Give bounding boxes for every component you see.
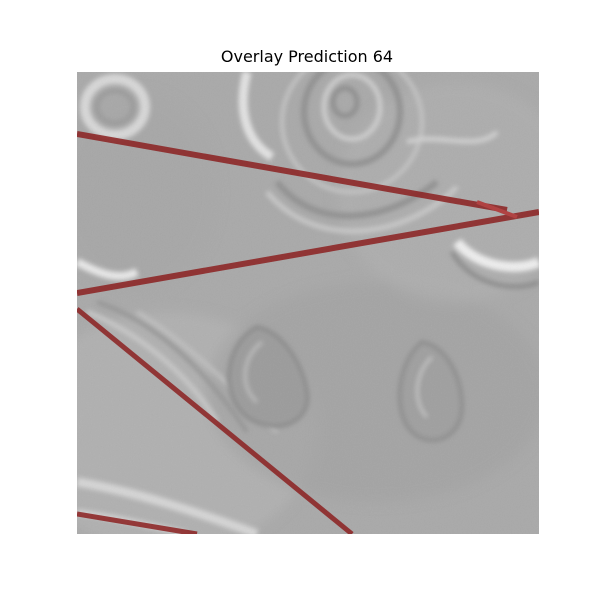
overlay-image (77, 72, 539, 534)
overlay-line-5 (476, 200, 518, 219)
overlay-line-3 (77, 307, 354, 534)
figure-title: Overlay Prediction 64 (220, 47, 394, 66)
overlay-line-4 (77, 511, 198, 534)
overlay-image-svg (77, 72, 539, 534)
overlay-line-2 (77, 209, 539, 296)
overlay-lines (77, 131, 539, 534)
overlay-line-1 (77, 131, 508, 213)
image-grain (77, 72, 539, 534)
